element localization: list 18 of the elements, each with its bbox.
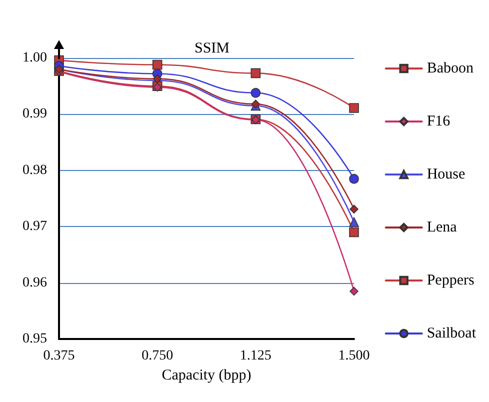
x-tick-label: 0.750: [142, 348, 174, 364]
chart-title: SSIM: [194, 40, 230, 56]
legend-label: Lena: [426, 220, 458, 236]
y-tick-label: 0.97: [22, 219, 47, 234]
y-tick-label: 1.00: [22, 50, 47, 66]
x-tick-label: 0.375: [43, 348, 75, 364]
x-tick-label: 1.500: [338, 348, 370, 364]
y-tick-label: 0.99: [22, 106, 47, 122]
x-tick-label: 1.125: [240, 348, 272, 364]
legend-label: Peppers: [426, 272, 474, 288]
legend-label: Sailboat: [426, 326, 477, 342]
y-tick-label: 0.95: [22, 332, 47, 346]
x-axis-title: Capacity (bpp): [162, 367, 252, 384]
legend-label: House: [426, 166, 466, 182]
legend-label: Baboon: [426, 60, 474, 76]
y-tick-label: 0.98: [22, 162, 47, 178]
legend-label: F16: [426, 114, 451, 130]
y-tick-label: 0.96: [22, 275, 47, 290]
